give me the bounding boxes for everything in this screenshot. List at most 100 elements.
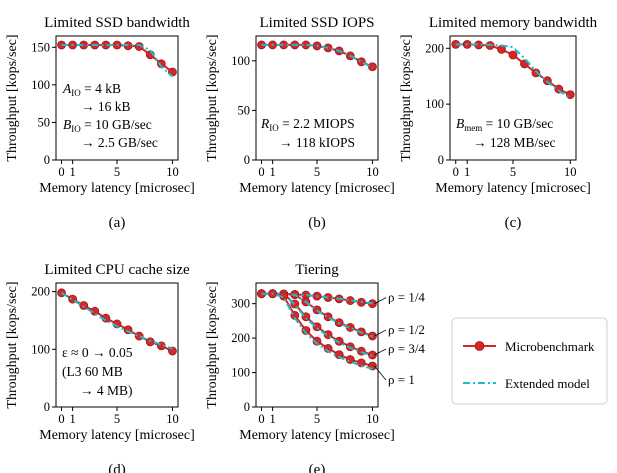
y-tick-label: 100 bbox=[425, 97, 444, 111]
data-point bbox=[531, 68, 541, 78]
panel-caption: (a) bbox=[109, 215, 126, 231]
x-axis-label: Memory latency [microsec] bbox=[39, 181, 195, 196]
data-point bbox=[134, 331, 144, 341]
rho-label: ρ = 1/4 bbox=[388, 290, 425, 305]
y-tick-label: 200 bbox=[425, 41, 444, 55]
x-tick-label: 10 bbox=[166, 412, 179, 426]
annotation-line: → 4 MB) bbox=[80, 383, 133, 398]
data-point bbox=[168, 346, 177, 356]
rho-label: ρ = 1/2 bbox=[388, 322, 425, 337]
x-tick-label: 1 bbox=[270, 412, 276, 426]
x-tick-label: 1 bbox=[270, 165, 276, 179]
annotation-line: RIO = 2.2 MIOPS bbox=[260, 116, 355, 133]
data-point bbox=[356, 358, 366, 368]
x-axis-label: Memory latency [microsec] bbox=[39, 428, 195, 443]
plot-frame bbox=[55, 282, 179, 408]
legend: Microbenchmark Extended model bbox=[451, 317, 608, 405]
plot-frame bbox=[255, 35, 379, 161]
panel-title: Limited memory bandwidth bbox=[429, 15, 598, 31]
rho-leader-line bbox=[374, 329, 387, 337]
y-tick-label: 200 bbox=[231, 331, 250, 345]
x-tick-label: 5 bbox=[114, 412, 120, 426]
y-axis-label: Throughput [kops/sec] bbox=[205, 281, 220, 408]
y-tick-label: 0 bbox=[44, 400, 50, 414]
x-axis-label: Memory latency [microsec] bbox=[239, 428, 395, 443]
annotation-line: → 118 kIOPS bbox=[279, 135, 355, 150]
plot-frame bbox=[55, 35, 179, 161]
x-tick-label: 10 bbox=[366, 165, 379, 179]
y-axis-label: Throughput [kops/sec] bbox=[5, 281, 20, 408]
annotation-line: → 2.5 GB/sec bbox=[81, 135, 158, 150]
data-point bbox=[368, 350, 377, 360]
rho-label: ρ = 3/4 bbox=[388, 341, 425, 356]
legend-box bbox=[451, 317, 608, 405]
x-axis-label: Memory latency [microsec] bbox=[239, 181, 395, 196]
annotation-line: (L3 60 MB bbox=[62, 364, 123, 379]
annotation-line: BIO = 10 GB/sec bbox=[63, 117, 152, 134]
annotation-line: AIO = 4 kB bbox=[62, 81, 121, 98]
legend-label-extended-model: Extended model bbox=[505, 376, 590, 391]
y-axis-label: Throughput [kops/sec] bbox=[399, 34, 414, 161]
x-tick-label: 0 bbox=[453, 165, 459, 179]
plot-frame bbox=[449, 35, 577, 161]
rho-leader-line bbox=[374, 365, 387, 381]
y-tick-label: 100 bbox=[31, 78, 50, 92]
y-tick-label: 0 bbox=[244, 400, 250, 414]
x-tick-label: 0 bbox=[58, 412, 64, 426]
panel-caption: (d) bbox=[108, 462, 126, 473]
panel-caption: (e) bbox=[309, 462, 326, 473]
panel-title: Limited SSD bandwidth bbox=[44, 15, 190, 31]
x-tick-label: 0 bbox=[258, 412, 264, 426]
y-tick-label: 300 bbox=[231, 297, 250, 311]
y-tick-label: 0 bbox=[44, 153, 50, 167]
y-axis-label: Throughput [kops/sec] bbox=[5, 34, 20, 161]
x-tick-label: 1 bbox=[464, 165, 470, 179]
x-tick-label: 1 bbox=[70, 412, 76, 426]
y-tick-label: 200 bbox=[31, 285, 50, 299]
panel-caption: (c) bbox=[505, 215, 522, 231]
y-tick-label: 100 bbox=[231, 366, 250, 380]
extended-model-line bbox=[60, 291, 173, 350]
legend-label-microbenchmark: Microbenchmark bbox=[505, 339, 595, 354]
y-tick-label: 50 bbox=[238, 103, 251, 117]
legend-marker-microbenchmark bbox=[474, 341, 485, 351]
y-tick-label: 150 bbox=[31, 40, 50, 54]
extended-model-line bbox=[261, 292, 373, 370]
x-axis-label: Memory latency [microsec] bbox=[435, 181, 591, 196]
rho-leader-line bbox=[374, 348, 387, 356]
y-tick-label: 0 bbox=[244, 153, 250, 167]
extended-model-line bbox=[61, 44, 174, 78]
y-axis-label: Throughput [kops/sec] bbox=[205, 34, 220, 161]
panel-title: Limited CPU cache size bbox=[44, 262, 190, 278]
annotation-line: → 128 MB/sec bbox=[473, 135, 556, 150]
data-point bbox=[508, 50, 518, 60]
panel-title: Tiering bbox=[295, 262, 339, 278]
y-tick-label: 100 bbox=[31, 342, 50, 356]
y-tick-label: 0 bbox=[438, 153, 444, 167]
data-point bbox=[356, 57, 366, 67]
x-tick-label: 5 bbox=[510, 165, 516, 179]
data-point bbox=[145, 337, 155, 347]
x-tick-label: 0 bbox=[258, 165, 264, 179]
x-tick-label: 10 bbox=[564, 165, 577, 179]
y-tick-label: 50 bbox=[38, 115, 51, 129]
x-tick-label: 10 bbox=[166, 165, 179, 179]
y-tick-label: 100 bbox=[231, 54, 250, 68]
rho-leader-line bbox=[374, 297, 387, 305]
annotation-line: Bmem = 10 GB/sec bbox=[456, 116, 553, 133]
x-tick-label: 0 bbox=[58, 165, 64, 179]
x-tick-label: 1 bbox=[70, 165, 76, 179]
extended-model-line bbox=[455, 43, 571, 99]
panel-title: Limited SSD IOPS bbox=[259, 15, 374, 31]
data-point bbox=[565, 90, 575, 100]
annotation-line: ε ≈ 0 → 0.05 bbox=[62, 345, 133, 360]
annotation-line: → 16 kB bbox=[81, 99, 131, 114]
x-tick-label: 5 bbox=[314, 412, 320, 426]
x-tick-label: 5 bbox=[314, 165, 320, 179]
